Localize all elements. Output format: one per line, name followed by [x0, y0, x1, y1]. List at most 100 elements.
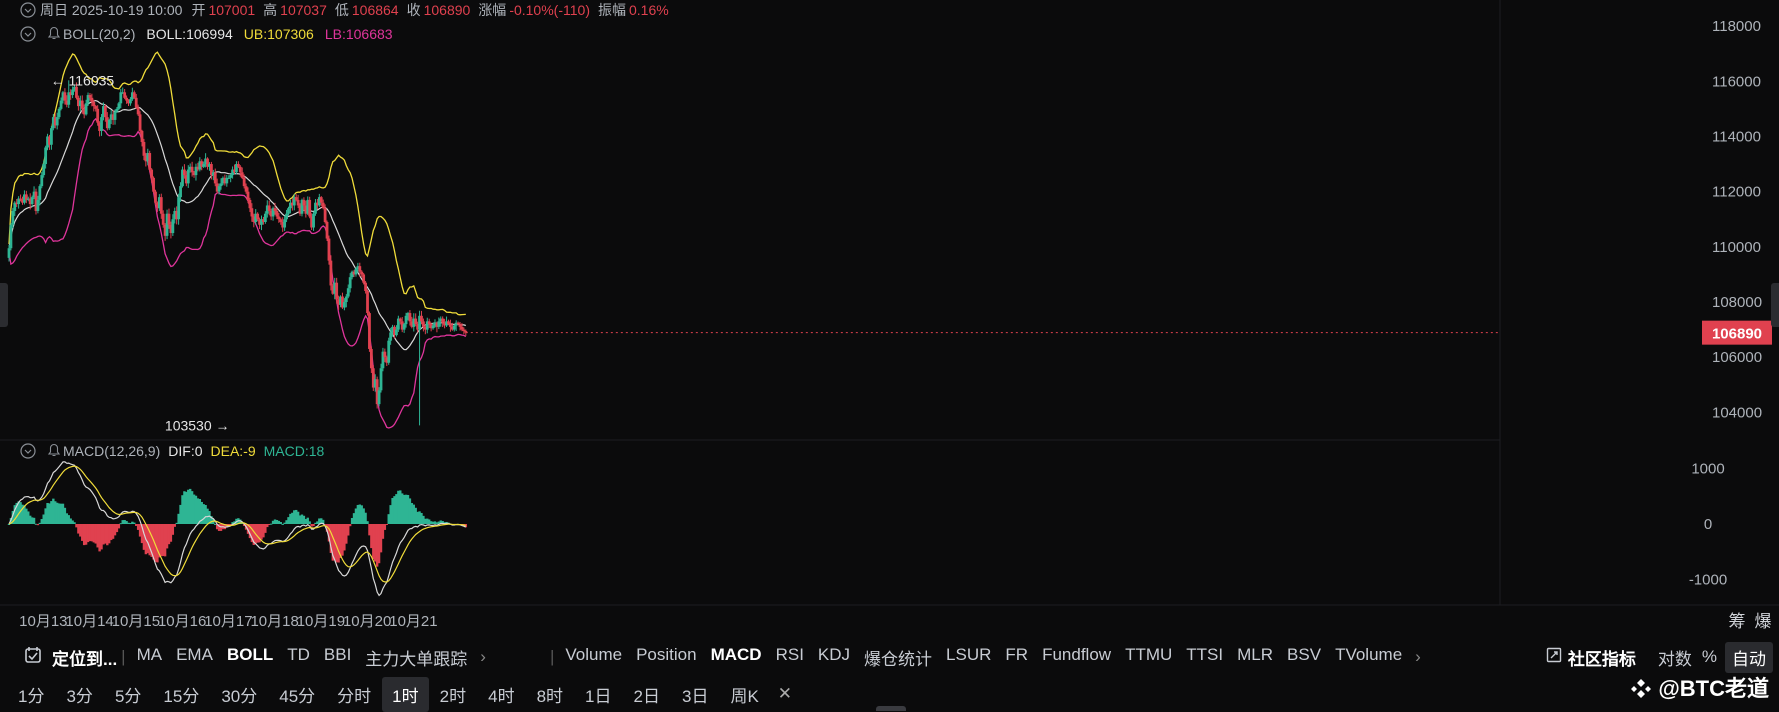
sub-indicator-1[interactable]: Position [636, 644, 697, 664]
chevron-down-icon [24, 32, 32, 37]
sub-indicator-3[interactable]: RSI [775, 644, 804, 664]
timeframe-3[interactable]: 15分 [163, 686, 200, 706]
macd-hist-bar [381, 524, 385, 539]
macd-hist-bar [383, 524, 387, 530]
sub-indicator-12[interactable]: BSV [1287, 644, 1322, 664]
candle-body [63, 92, 67, 101]
date-tick-label: 10月16 [158, 613, 206, 630]
macd-hist-bar [314, 522, 317, 524]
locate-button[interactable]: 定位到... [52, 649, 118, 669]
sub-indicator-6[interactable]: LSUR [946, 644, 992, 664]
date-tick-label: 10月17 [204, 613, 252, 630]
timeframe-8[interactable]: 2时 [439, 686, 467, 706]
main-indicator-1[interactable]: EMA [176, 644, 213, 664]
candle-body [412, 318, 416, 327]
chevron-right-icon[interactable]: › [480, 647, 486, 666]
candle-body [50, 128, 53, 145]
candle-body [344, 296, 348, 303]
macd-hist-bar [65, 513, 69, 524]
sub-indicator-11[interactable]: MLR [1237, 644, 1274, 664]
sub-indicator-13[interactable]: TVolume [1335, 644, 1403, 664]
candle-body [90, 97, 94, 102]
price-tick-label: 104000 [1712, 404, 1762, 421]
percent-scale-toggle[interactable]: % [1701, 647, 1717, 666]
sub-indicator-2[interactable]: MACD [710, 644, 762, 664]
candle-body [107, 119, 111, 129]
macd-hist-bar [96, 524, 99, 548]
candle-body [425, 321, 429, 330]
timeframe-7[interactable]: 1时 [382, 676, 429, 712]
macd-hist-bar [119, 523, 122, 525]
main-indicator-3[interactable]: TD [287, 644, 310, 664]
candle-body [335, 282, 339, 300]
sub-indicator-8[interactable]: Fundflow [1042, 644, 1112, 664]
sub-indicator-5[interactable]: 爆仓统计 [864, 649, 933, 669]
close-icon[interactable]: ✕ [777, 684, 793, 703]
left-panel-handle[interactable] [0, 283, 8, 327]
chevron-right-icon[interactable]: › [1415, 647, 1421, 666]
macd-hist-bar [354, 508, 358, 524]
macd-hist-bar [135, 524, 138, 526]
timeframe-12[interactable]: 2日 [633, 686, 660, 706]
macd-hist-bar [362, 508, 365, 524]
community-indicators-button[interactable]: 社区指标 [1567, 649, 1636, 669]
main-indicator-list: MA EMA BOLL TD BBI 主力大单跟踪 [130, 645, 475, 670]
macd-hist-bar [117, 524, 121, 529]
macd-hist-bar [94, 524, 97, 544]
timeframe-11[interactable]: 1日 [585, 686, 612, 706]
candle-body [132, 92, 136, 98]
main-indicator-4[interactable]: BBI [323, 644, 352, 664]
candle-body [406, 313, 410, 316]
date-tick-label: 10月13 [19, 613, 67, 630]
macd-hist-bar [429, 521, 433, 524]
candle-body [271, 208, 275, 217]
candle-body [183, 169, 186, 176]
timeframe-5[interactable]: 45分 [279, 686, 316, 706]
timeframe-14[interactable]: 周K [730, 686, 759, 706]
bottom-panel-handle[interactable] [876, 706, 906, 711]
timeframe-10[interactable]: 8时 [536, 686, 564, 706]
macd-hist-bar [379, 524, 383, 553]
timeframe-4[interactable]: 30分 [221, 686, 258, 706]
candle-body [34, 191, 38, 211]
locate-icon[interactable] [0, 646, 52, 669]
macd-hist-bar [401, 493, 404, 524]
sub-indicator-4[interactable]: KDJ [817, 644, 851, 664]
candle-body [331, 285, 335, 294]
macd-hist-bar [200, 501, 203, 524]
candle-body [236, 164, 240, 167]
sub-indicator-0[interactable]: Volume [565, 644, 623, 664]
timeframe-13[interactable]: 3日 [681, 686, 709, 706]
right-panel-handle[interactable] [1771, 283, 1779, 327]
main-indicator-0[interactable]: MA [136, 644, 163, 664]
macd-hist-bar [374, 524, 377, 562]
macd-hist-bar [202, 504, 205, 524]
timeframe-1[interactable]: 3分 [66, 686, 93, 706]
macd-hist-bar [48, 503, 51, 524]
main-indicator-2[interactable]: BOLL [226, 644, 274, 664]
price-tick-label: 110000 [1712, 239, 1761, 256]
macd-hist-bar [293, 510, 296, 524]
macd-hist-bar [88, 524, 92, 542]
date-tick-label: 10月14 [65, 613, 113, 630]
timeframe-0[interactable]: 1分 [18, 686, 45, 706]
macd-hist-bar [73, 522, 76, 524]
main-indicator-5[interactable]: 主力大单跟踪 [365, 649, 468, 669]
timeframe-2[interactable]: 5分 [114, 686, 142, 706]
candle-body [416, 324, 420, 330]
candle-body [275, 210, 279, 217]
macd-hist-bar [441, 521, 444, 524]
sub-indicator-7[interactable]: FR [1005, 644, 1029, 664]
macd-hist-bar [36, 524, 40, 526]
timeframe-6[interactable]: 分时 [337, 686, 372, 706]
chart-canvas[interactable]: 104000 106000 108000 110000 112000 114000 1160… [0, 0, 1779, 642]
log-scale-toggle[interactable]: 对数 [1657, 649, 1692, 669]
sub-indicator-10[interactable]: TTSI [1186, 644, 1224, 664]
community-icon[interactable] [1546, 647, 1568, 668]
sub-indicator-9[interactable]: TTMU [1125, 644, 1173, 664]
candle-body [254, 213, 258, 222]
timeframe-9[interactable]: 4时 [488, 686, 515, 706]
auto-scale-toggle[interactable]: 自动 [1725, 641, 1773, 673]
candle-body [206, 158, 209, 167]
candle-body [208, 164, 211, 167]
